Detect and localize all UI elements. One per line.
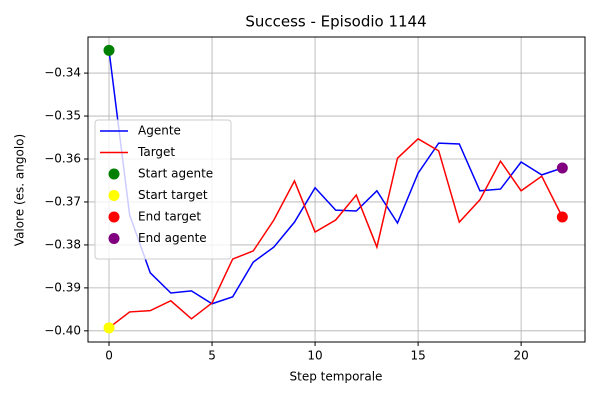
x-axis-label: Step temporale <box>290 370 383 384</box>
x-tick-label: 15 <box>410 349 425 363</box>
point <box>556 162 568 174</box>
plot-frame <box>87 36 586 343</box>
legend-label: End target <box>138 210 201 224</box>
legend-label: Start agente <box>138 167 213 181</box>
point <box>103 44 115 56</box>
y-tick-label: −0.36 <box>44 152 81 166</box>
legend-label: End agente <box>138 231 207 245</box>
data-line <box>108 137 564 329</box>
y-tick-label: −0.34 <box>44 66 81 80</box>
y-tick-label: −0.40 <box>44 323 81 337</box>
x-tick-label: 10 <box>307 349 322 363</box>
y-tick-label: −0.39 <box>44 280 81 294</box>
y-axis-label: Valore (es. angolo) <box>13 134 27 246</box>
data-line <box>108 50 563 305</box>
legend-label: Agente <box>138 124 181 138</box>
legend-label: Start target <box>138 188 208 202</box>
point <box>556 211 568 223</box>
y-tick-label: −0.35 <box>44 109 81 123</box>
legend-marker <box>108 190 120 201</box>
legend-box <box>94 119 232 260</box>
x-tick-label: 0 <box>105 349 113 363</box>
y-tick-label: −0.37 <box>44 194 81 208</box>
legend-label: Target <box>137 145 175 159</box>
point <box>103 322 115 334</box>
x-tick-label: 20 <box>513 349 528 363</box>
y-tick-label: −0.38 <box>44 237 81 251</box>
legend-marker <box>108 168 120 180</box>
legend-marker <box>108 233 120 244</box>
x-tick-label: 5 <box>208 349 216 363</box>
legend-marker <box>108 211 120 223</box>
chart-title: Success - Episodio 1144 <box>245 13 426 31</box>
